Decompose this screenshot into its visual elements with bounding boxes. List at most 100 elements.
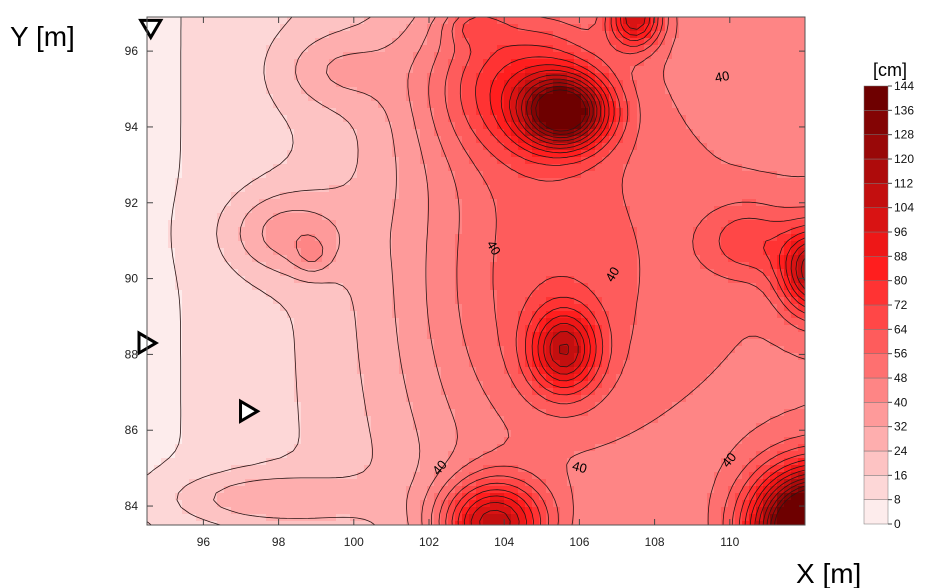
- contour-cell: [469, 150, 477, 158]
- contour-cell: [434, 164, 442, 172]
- contour-cell: [196, 108, 204, 116]
- contour-cell: [413, 283, 421, 291]
- contour-cell: [511, 304, 519, 312]
- contour-cell: [679, 213, 687, 221]
- contour-cell: [364, 143, 372, 151]
- contour-cell: [343, 17, 351, 25]
- contour-cell: [175, 52, 183, 60]
- contour-cell: [798, 52, 806, 60]
- contour-cell: [168, 150, 176, 158]
- contour-cell: [644, 66, 652, 74]
- contour-cell: [630, 374, 638, 382]
- contour-cell: [196, 115, 204, 123]
- contour-cell: [784, 325, 792, 333]
- contour-cell: [161, 213, 169, 221]
- contour-cell: [735, 283, 743, 291]
- contour-cell: [665, 66, 673, 74]
- contour-cell: [357, 66, 365, 74]
- contour-cell: [532, 276, 540, 284]
- contour-cell: [693, 185, 701, 193]
- contour-cell: [560, 297, 568, 305]
- contour-cell: [672, 199, 680, 207]
- contour-cell: [371, 213, 379, 221]
- contour-cell: [308, 199, 316, 207]
- contour-cell: [672, 311, 680, 319]
- contour-cell: [714, 220, 722, 228]
- contour-cell: [322, 346, 330, 354]
- contour-cell: [203, 122, 211, 130]
- contour-cell: [196, 206, 204, 214]
- contour-cell: [210, 24, 218, 32]
- contour-cell: [476, 353, 484, 361]
- contour-cell: [343, 185, 351, 193]
- contour-cell: [343, 38, 351, 46]
- contour-cell: [322, 353, 330, 361]
- contour-cell: [546, 24, 554, 32]
- contour-cell: [595, 73, 603, 81]
- contour-cell: [301, 206, 309, 214]
- contour-cell: [357, 220, 365, 228]
- contour-cell: [357, 206, 365, 214]
- contour-cell: [350, 38, 358, 46]
- contour-cell: [252, 101, 260, 109]
- contour-cell: [175, 38, 183, 46]
- contour-cell: [791, 157, 799, 165]
- contour-cell: [714, 325, 722, 333]
- contour-cell: [714, 339, 722, 347]
- contour-cell: [532, 248, 540, 256]
- contour-cell: [182, 136, 190, 144]
- contour-cell: [574, 283, 582, 291]
- contour-cell: [371, 38, 379, 46]
- contour-cell: [224, 248, 232, 256]
- contour-cell: [427, 283, 435, 291]
- contour-cell: [658, 297, 666, 305]
- contour-cell: [210, 213, 218, 221]
- contour-cell: [357, 101, 365, 109]
- contour-cell: [301, 24, 309, 32]
- contour-cell: [777, 381, 785, 389]
- contour-cell: [280, 178, 288, 186]
- contour-cell: [273, 262, 281, 270]
- contour-cell: [420, 185, 428, 193]
- contour-cell: [168, 304, 176, 312]
- contour-cell: [693, 374, 701, 382]
- contour-cell: [147, 388, 155, 396]
- contour-cell: [350, 206, 358, 214]
- contour-cell: [504, 339, 512, 347]
- contour-cell: [189, 17, 197, 25]
- contour-cell: [175, 374, 183, 382]
- contour-cell: [644, 290, 652, 298]
- contour-cell: [679, 339, 687, 347]
- contour-cell: [504, 52, 512, 60]
- contour-cell: [287, 73, 295, 81]
- contour-cell: [483, 87, 491, 95]
- contour-cell: [252, 255, 260, 263]
- contour-cell: [700, 87, 708, 95]
- contour-cell: [280, 290, 288, 298]
- contour-cell: [385, 374, 393, 382]
- contour-cell: [322, 143, 330, 151]
- contour-cell: [714, 290, 722, 298]
- contour-cell: [686, 311, 694, 319]
- contour-cell: [406, 353, 414, 361]
- contour-cell: [777, 129, 785, 137]
- contour-cell: [168, 353, 176, 361]
- contour-cell: [182, 192, 190, 200]
- contour-cell: [637, 255, 645, 263]
- contour-cell: [777, 157, 785, 165]
- contour-cell: [203, 297, 211, 305]
- contour-cell: [707, 52, 715, 60]
- contour-cell: [364, 66, 372, 74]
- contour-cell: [364, 297, 372, 305]
- contour-cell: [588, 227, 596, 235]
- contour-cell: [609, 17, 617, 25]
- contour-cell: [168, 87, 176, 95]
- contour-cell: [189, 66, 197, 74]
- contour-cell: [413, 234, 421, 242]
- contour-cell: [217, 367, 225, 375]
- contour-cell: [602, 178, 610, 186]
- contour-cell: [511, 101, 519, 109]
- contour-cell: [217, 332, 225, 340]
- contour-cell: [672, 59, 680, 67]
- contour-cell: [385, 360, 393, 368]
